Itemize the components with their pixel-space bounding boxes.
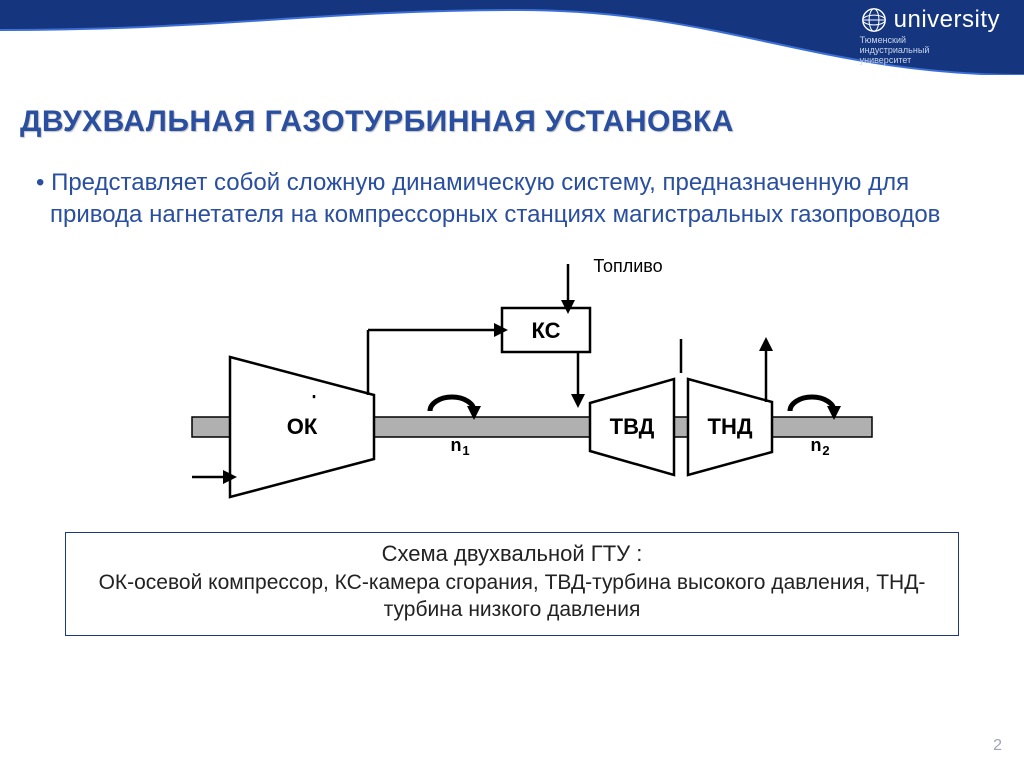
logo-word: university [894, 6, 1000, 34]
svg-text:n: n [811, 435, 822, 455]
slide-title: ДВУХВАЛЬНАЯ ГАЗОТУРБИННАЯ УСТАНОВКА [20, 105, 1004, 139]
svg-text:2: 2 [822, 443, 829, 458]
svg-text:1: 1 [462, 443, 469, 458]
svg-text:ОК: ОК [287, 414, 318, 439]
svg-text:ТНД: ТНД [708, 414, 753, 439]
svg-text:n: n [451, 435, 462, 455]
gtu-diagram: ОКТВДТНДКСТопливоn1n2 [132, 252, 892, 522]
svg-text:ТВД: ТВД [610, 414, 655, 439]
svg-text:КС: КС [531, 318, 560, 343]
svg-text:Топливо: Топливо [593, 256, 662, 276]
header-bar: university Тюменский индустриальный унив… [0, 0, 1024, 75]
logo-subtitle: Тюменский индустриальный университет [860, 36, 1000, 66]
page-number: 2 [993, 737, 1002, 755]
university-logo: university Тюменский индустриальный унив… [860, 6, 1000, 66]
globe-icon [860, 6, 888, 34]
legend-title: Схема двухвальной ГТУ : [82, 541, 942, 567]
legend-box: Схема двухвальной ГТУ : ОК-осевой компре… [65, 532, 959, 637]
legend-body: ОК-осевой компрессор, КС-камера сгорания… [82, 569, 942, 624]
description-bullet: Представляет собой сложную динамическую … [22, 167, 1002, 232]
